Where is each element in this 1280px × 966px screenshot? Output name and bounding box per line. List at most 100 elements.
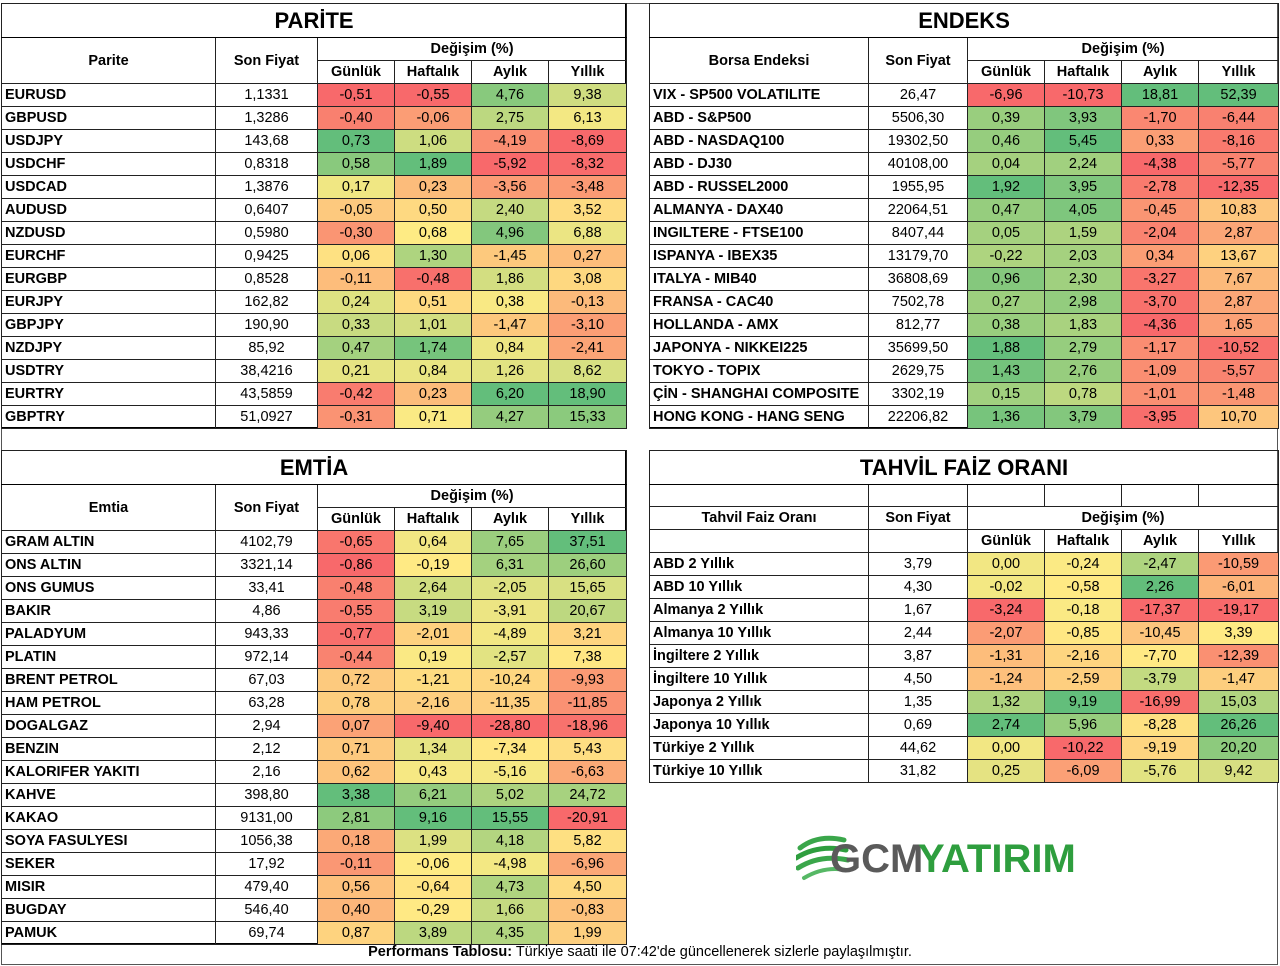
table-row: KALORIFER YAKITI 2,16 0,62 0,43 -5,16 -6,63 — [1, 760, 628, 784]
section-title: EMTİA — [0, 450, 628, 485]
last-price: 3321,14 — [215, 553, 318, 577]
table-row: SEKER 17,92 -0,11 -0,06 -4,98 -6,96 — [1, 852, 628, 876]
change-daily: 0,24 — [317, 290, 395, 314]
table-row: TOKYO - TOPIX 2629,75 1,43 2,76 -1,09 -5,57 — [649, 359, 1280, 383]
change-daily: -3,24 — [967, 598, 1045, 622]
table-row: ABD - NASDAQ100 19302,50 0,46 5,45 0,33 -8,16 — [649, 129, 1280, 153]
change-yearly: -0,13 — [547, 290, 628, 314]
table-row: USDCHF 0,8318 0,58 1,89 -5,92 -8,32 — [1, 152, 628, 176]
change-weekly: -0,06 — [394, 852, 472, 876]
change-yearly: 15,33 — [547, 405, 628, 429]
column-header-change: Değişim (%) — [316, 484, 628, 508]
table-row: NZDJPY 85,92 0,47 1,74 0,84 -2,41 — [1, 336, 628, 360]
change-daily: 1,36 — [967, 405, 1045, 429]
change-monthly: -2,78 — [1121, 175, 1199, 199]
change-monthly: 0,33 — [1121, 129, 1199, 153]
change-yearly: -12,39 — [1197, 644, 1280, 668]
instrument-name: PLATIN — [1, 645, 216, 669]
change-yearly: 6,88 — [547, 221, 628, 245]
empty-cell — [1044, 484, 1122, 507]
change-weekly: 3,93 — [1044, 106, 1122, 130]
column-header-monthly: Aylık — [1121, 60, 1199, 84]
column-header-daily: Günlük — [967, 60, 1045, 84]
change-weekly: -10,73 — [1044, 83, 1122, 107]
change-yearly: 3,52 — [547, 198, 628, 222]
instrument-name: PAMUK — [1, 921, 216, 945]
column-header-name: Borsa Endeksi — [649, 37, 869, 84]
column-header-change: Değişim (%) — [966, 37, 1280, 61]
instrument-name: ABD - RUSSEL2000 — [649, 175, 869, 199]
change-monthly: -2,05 — [471, 576, 549, 600]
change-yearly: 15,03 — [1197, 690, 1280, 714]
change-daily: 3,38 — [317, 783, 395, 807]
change-weekly: 2,30 — [1044, 267, 1122, 291]
empty-cell — [1121, 484, 1199, 507]
change-weekly: 1,59 — [1044, 221, 1122, 245]
change-yearly: 2,87 — [1197, 290, 1280, 314]
empty-cell — [1197, 484, 1280, 507]
last-price: 1,1331 — [215, 83, 318, 107]
instrument-name: EURUSD — [1, 83, 216, 107]
parite-table: PARİTE Parite Son Fiyat Değişim (%) Günl… — [0, 3, 628, 429]
change-yearly: 26,26 — [1197, 713, 1280, 737]
change-yearly: 4,50 — [547, 875, 628, 899]
last-price: 0,9425 — [215, 244, 318, 268]
change-yearly: 10,83 — [1197, 198, 1280, 222]
last-price: 7502,78 — [868, 290, 968, 314]
instrument-name: Japonya 10 Yıllık — [649, 713, 869, 737]
instrument-name: DOGALGAZ — [1, 714, 216, 738]
table-row: Almanya 10 Yıllık 2,44 -2,07 -0,85 -10,45 3,3… — [649, 621, 1280, 645]
column-header-daily: Günlük — [317, 60, 395, 84]
change-weekly: 3,95 — [1044, 175, 1122, 199]
change-monthly: -2,04 — [1121, 221, 1199, 245]
table-row: USDJPY 143,68 0,73 1,06 -4,19 -8,69 — [1, 129, 628, 153]
column-header-yearly: Yıllık — [547, 507, 628, 531]
column-header-monthly: Aylık — [1121, 529, 1199, 553]
change-weekly: 1,99 — [394, 829, 472, 853]
instrument-name: HONG KONG - HANG SENG — [649, 405, 869, 429]
change-daily: -0,40 — [317, 106, 395, 130]
change-monthly: 4,73 — [471, 875, 549, 899]
last-price: 40108,00 — [868, 152, 968, 176]
change-weekly: 0,43 — [394, 760, 472, 784]
table-row: AUDUSD 0,6407 -0,05 0,50 2,40 3,52 — [1, 198, 628, 222]
change-monthly: 4,27 — [471, 405, 549, 429]
last-price: 190,90 — [215, 313, 318, 337]
last-price: 35699,50 — [868, 336, 968, 360]
table-row: Almanya 2 Yıllık 1,67 -3,24 -0,18 -17,37 -19,… — [649, 598, 1280, 622]
change-yearly: 1,99 — [547, 921, 628, 945]
empty-cell — [649, 484, 869, 507]
change-daily: -0,30 — [317, 221, 395, 245]
change-daily: -0,11 — [317, 852, 395, 876]
last-price: 43,5859 — [215, 382, 318, 406]
instrument-name: INGILTERE - FTSE100 — [649, 221, 869, 245]
instrument-name: Almanya 10 Yıllık — [649, 621, 869, 645]
empty-cell — [868, 484, 968, 507]
last-price: 943,33 — [215, 622, 318, 646]
instrument-name: GBPTRY — [1, 405, 216, 429]
column-header-price: Son Fiyat — [868, 506, 968, 530]
table-row: Türkiye 10 Yıllık 31,82 0,25 -6,09 -5,76 9,42 — [649, 759, 1280, 783]
last-price: 22206,82 — [868, 405, 968, 429]
change-daily: 0,96 — [967, 267, 1045, 291]
last-price: 0,69 — [868, 713, 968, 737]
change-daily: 0,62 — [317, 760, 395, 784]
change-yearly: 1,65 — [1197, 313, 1280, 337]
change-daily: 0,06 — [317, 244, 395, 268]
instrument-name: BENZIN — [1, 737, 216, 761]
change-monthly: -0,45 — [1121, 198, 1199, 222]
empty-cell — [868, 529, 968, 553]
instrument-name: KAHVE — [1, 783, 216, 807]
change-daily: 0,38 — [967, 313, 1045, 337]
change-monthly: -4,98 — [471, 852, 549, 876]
last-price: 162,82 — [215, 290, 318, 314]
last-price: 31,82 — [868, 759, 968, 783]
change-yearly: -5,57 — [1197, 359, 1280, 383]
instrument-name: EURTRY — [1, 382, 216, 406]
change-daily: 0,25 — [967, 759, 1045, 783]
column-header-change: Değişim (%) — [316, 37, 628, 61]
last-price: 36808,69 — [868, 267, 968, 291]
last-price: 2,44 — [868, 621, 968, 645]
table-row: ABD - RUSSEL2000 1955,95 1,92 3,95 -2,78 -12,… — [649, 175, 1280, 199]
column-header-weekly: Haftalık — [394, 60, 472, 84]
